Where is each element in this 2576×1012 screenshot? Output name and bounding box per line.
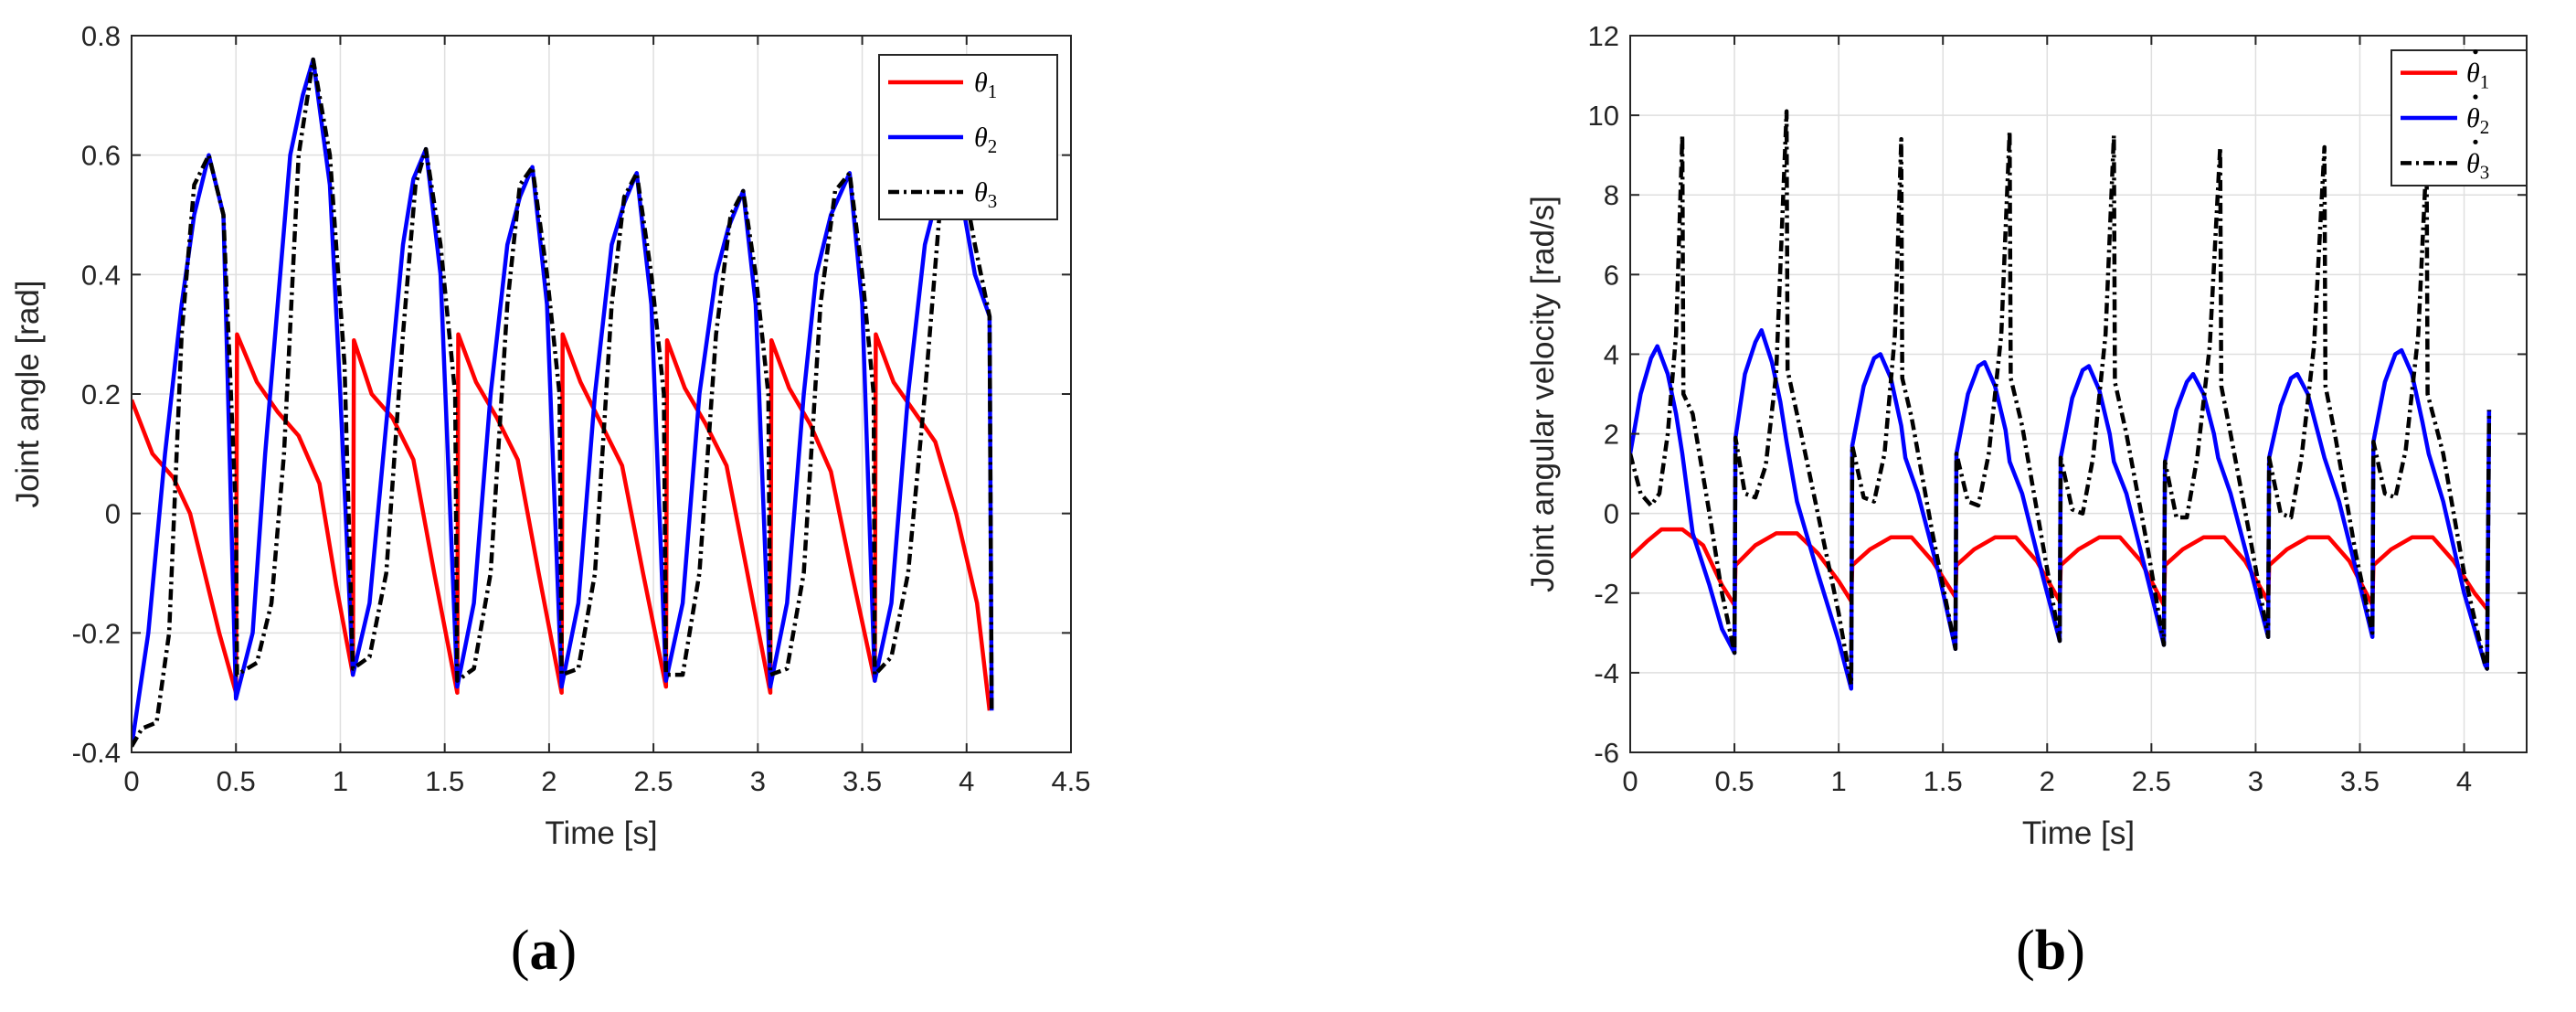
y-tick-label: 4 xyxy=(1604,338,1619,370)
axes-box xyxy=(1629,35,2528,753)
legend-symbol: θ xyxy=(974,123,988,153)
legend-label-3: θ3 xyxy=(974,177,997,212)
y-tick-label: 0.8 xyxy=(81,20,121,52)
x-tick-label: 2 xyxy=(2040,765,2055,797)
legend-subscript: 1 xyxy=(988,80,998,102)
legend-subscript: 2 xyxy=(988,135,998,157)
legend-label-1: θ1 xyxy=(974,68,997,102)
y-tick-label: 6 xyxy=(1604,259,1619,291)
panel-label-part: ) xyxy=(558,920,578,982)
legend-label-1: θ1 xyxy=(2466,59,2489,93)
x-tick-label: 0.5 xyxy=(217,765,256,797)
x-tick-label: 2.5 xyxy=(2132,765,2171,797)
series-line-3 xyxy=(1630,109,2492,687)
panel-label-part: ( xyxy=(2016,920,2035,982)
legend-label-3: θ3 xyxy=(2466,148,2489,183)
x-tick-label: 0.5 xyxy=(1715,765,1754,797)
y-tick-label: 0.6 xyxy=(81,140,121,172)
panel-label: (a) xyxy=(511,920,577,982)
legend-subscript: 3 xyxy=(988,190,998,212)
y-axis-label: Joint angle [rad] xyxy=(10,280,46,507)
y-tick-label: 12 xyxy=(1588,20,1619,52)
x-axis-label: Time [s] xyxy=(2022,815,2135,851)
legend-label-2: θ2 xyxy=(974,123,997,157)
x-tick-label: 4.5 xyxy=(1051,765,1090,797)
y-tick-label: -2 xyxy=(1594,578,1619,610)
y-tick-label: -4 xyxy=(1594,657,1619,689)
x-tick-label: 4 xyxy=(959,765,974,797)
y-tick-label: 2 xyxy=(1604,419,1619,451)
y-tick-label: 0 xyxy=(105,498,121,530)
x-tick-label: 3 xyxy=(750,765,766,797)
legend-subscript: 3 xyxy=(2480,161,2490,183)
x-tick-label: 3.5 xyxy=(843,765,882,797)
y-axis: -0.4 -0.2 0 0.2 0.4 0.6 0.8 xyxy=(72,20,1071,769)
legend-subscript: 1 xyxy=(2480,71,2490,93)
legend-dot-mark xyxy=(2473,139,2478,144)
series-line-3 xyxy=(132,57,994,748)
legend-subscript: 2 xyxy=(2480,116,2490,138)
series-line-1 xyxy=(132,332,992,711)
x-tick-label: 1 xyxy=(1831,765,1847,797)
legend-dot-mark xyxy=(2473,49,2478,55)
y-tick-label: -6 xyxy=(1594,737,1619,769)
x-tick-label: 1 xyxy=(333,765,348,797)
x-axis: 0 0.5 1 1.5 2 2.5 3 3.5 4 4.5 xyxy=(123,36,1091,797)
x-tick-label: 1.5 xyxy=(425,765,464,797)
panel-label-part: a xyxy=(530,920,558,982)
series-group xyxy=(132,57,994,748)
x-tick-label: 0 xyxy=(123,765,139,797)
x-tick-label: 3.5 xyxy=(2340,765,2380,797)
y-tick-label: -0.2 xyxy=(72,617,121,649)
x-tick-label: 1.5 xyxy=(1924,765,1963,797)
x-axis: 0 0.5 1 1.5 2 2.5 3 3.5 4 xyxy=(1622,36,2472,797)
panel-label: (b) xyxy=(2016,920,2085,982)
y-tick-label: 0 xyxy=(1604,498,1619,530)
panel-label-part: ) xyxy=(2066,920,2085,982)
legend-dot-mark xyxy=(2473,94,2478,100)
legend-symbol: θ xyxy=(974,177,988,208)
legend-symbol: θ xyxy=(2466,148,2480,178)
y-tick-label: 8 xyxy=(1604,179,1619,211)
y-axis-label: Joint angular velocity [rad/s] xyxy=(1525,196,1561,592)
x-tick-label: 0 xyxy=(1622,765,1638,797)
x-axis-label: Time [s] xyxy=(545,815,657,851)
y-tick-label: 0.2 xyxy=(81,378,121,410)
legend-symbol: θ xyxy=(974,68,988,98)
panel-label-part: b xyxy=(2035,920,2066,982)
x-tick-label: 2.5 xyxy=(634,765,673,797)
x-tick-label: 4 xyxy=(2456,765,2472,797)
legend-symbol: θ xyxy=(2466,103,2480,133)
x-tick-label: 2 xyxy=(541,765,557,797)
y-tick-label: 10 xyxy=(1588,100,1619,132)
y-tick-label: 0.4 xyxy=(81,259,121,291)
x-tick-label: 3 xyxy=(2248,765,2263,797)
chart-panel-a: 0 0.5 1 1.5 2 2.5 3 3.5 4 4.5 -0.4 -0.2 0 0.2 0.4 0.6 0.… xyxy=(10,20,1091,982)
legend-label-2: θ2 xyxy=(2466,103,2489,138)
panel-label-part: ( xyxy=(511,920,530,982)
y-tick-label: -0.4 xyxy=(72,737,121,769)
series-group xyxy=(1630,109,2492,691)
legend-symbol: θ xyxy=(2466,59,2480,89)
